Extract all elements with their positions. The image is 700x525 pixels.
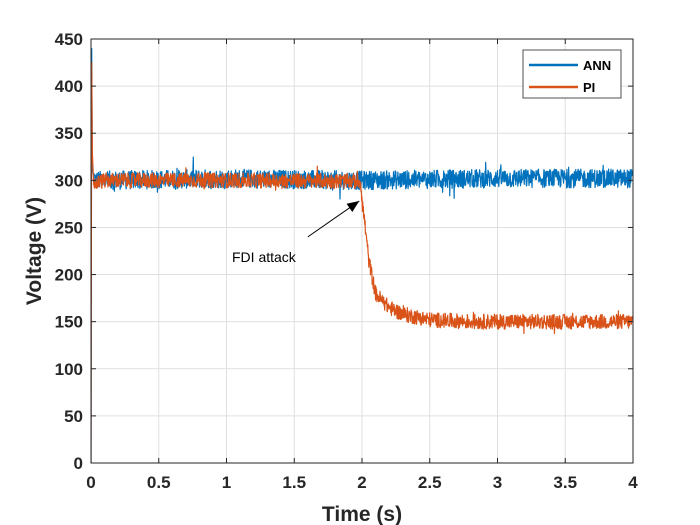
annotation-arrow-head bbox=[346, 201, 360, 213]
y-tick-label: 50 bbox=[64, 407, 83, 426]
y-tick-label: 350 bbox=[55, 124, 83, 143]
legend: ANN PI bbox=[522, 49, 622, 99]
x-tick-label: 0 bbox=[86, 473, 95, 492]
axis-ticks bbox=[90, 38, 634, 464]
y-tick-label: 400 bbox=[55, 77, 83, 96]
y-tick-label: 200 bbox=[55, 266, 83, 285]
x-tick-label: 4 bbox=[628, 473, 638, 492]
annotation-label: FDI attack bbox=[232, 249, 297, 265]
x-tick-label: 0.5 bbox=[147, 473, 171, 492]
y-tick-label: 0 bbox=[74, 454, 83, 473]
legend-label-ann: ANN bbox=[583, 58, 611, 73]
series-layer bbox=[91, 47, 633, 463]
x-axis-title: Time (s) bbox=[322, 503, 402, 525]
x-tick-label: 2.5 bbox=[418, 473, 442, 492]
series-line-pi bbox=[91, 61, 633, 463]
y-tick-label: 300 bbox=[55, 171, 83, 190]
y-tick-label: 150 bbox=[55, 313, 83, 332]
y-axis-title: Voltage (V) bbox=[23, 197, 46, 305]
y-tick-label: 450 bbox=[55, 30, 83, 49]
y-tick-label: 250 bbox=[55, 218, 83, 237]
x-tick-label: 3.5 bbox=[553, 473, 577, 492]
x-tick-label: 1.5 bbox=[282, 473, 306, 492]
x-tick-labels: 0 0.5 1 1.5 2 2.5 3 3.5 4 bbox=[86, 473, 638, 492]
x-tick-label: 2 bbox=[357, 473, 366, 492]
y-tick-label: 100 bbox=[55, 360, 83, 379]
legend-box bbox=[522, 49, 622, 99]
fdi-attack-annotation: FDI attack bbox=[232, 200, 360, 265]
x-tick-label: 3 bbox=[493, 473, 502, 492]
y-tick-labels: 0 50 100 150 200 250 300 350 400 450 bbox=[55, 30, 83, 473]
legend-label-pi: PI bbox=[583, 80, 595, 95]
x-tick-label: 1 bbox=[222, 473, 231, 492]
